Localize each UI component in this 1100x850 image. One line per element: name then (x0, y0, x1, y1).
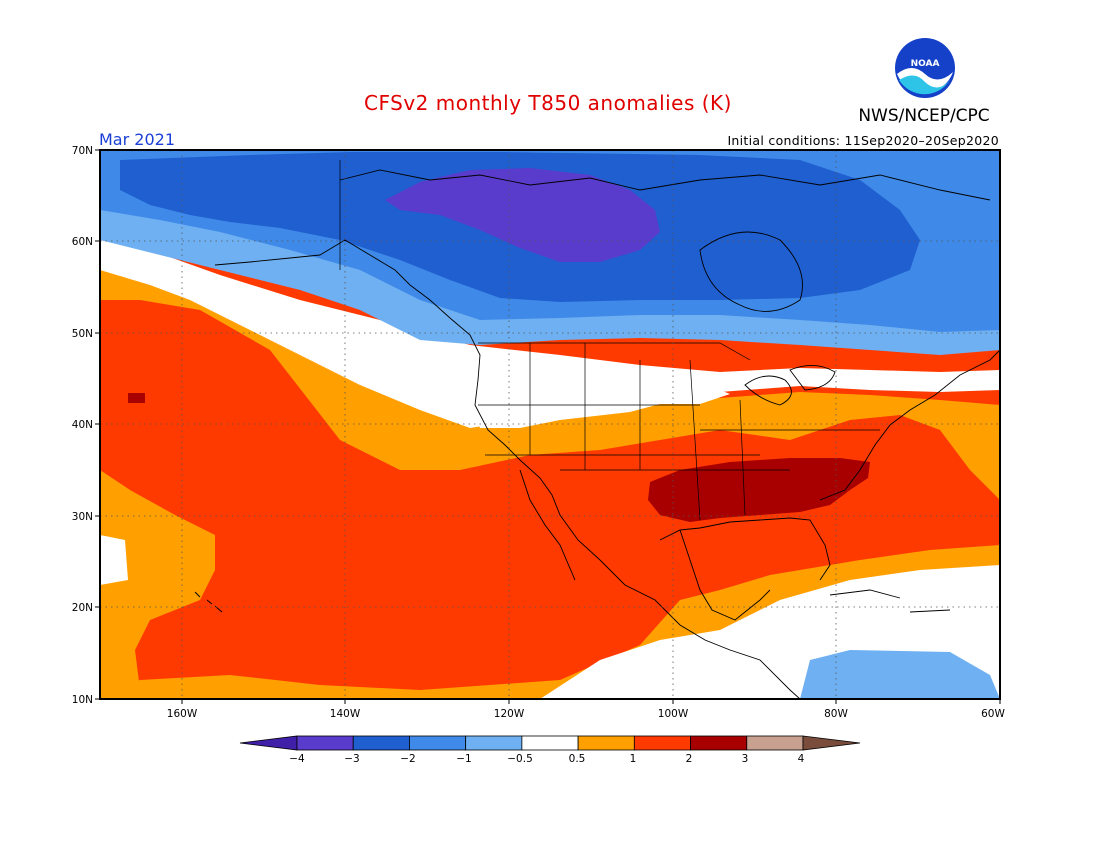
colorbar-label: 3 (742, 753, 749, 765)
colorbar-label: 4 (798, 753, 805, 765)
agency-label: NWS/NCEP/CPC (858, 106, 989, 126)
latitude-ticks (95, 149, 100, 700)
colorbar-segment (465, 735, 523, 751)
colorbar-arrow-low (239, 735, 298, 751)
colorbar-segment (690, 735, 748, 751)
lon-tick-label: 140W (330, 708, 361, 720)
noaa-logo-icon: NOAA (895, 38, 955, 98)
colorbar-label: 2 (686, 753, 693, 765)
colorbar-label: −0.5 (507, 753, 533, 765)
lat-tick-label: 50N (72, 328, 93, 340)
colorbar-segment (409, 735, 467, 751)
anomaly-neutral-zone (100, 240, 1000, 428)
lon-tick-label: 120W (494, 708, 525, 720)
initial-conditions: Initial conditions: 11Sep2020–20Sep2020 (727, 133, 999, 148)
longitude-ticks (181, 699, 1001, 704)
anomaly-field (100, 150, 1000, 699)
lon-tick-label: 80W (824, 708, 848, 720)
colorbar-segment (746, 735, 804, 751)
forecast-period: Mar 2021 (99, 130, 175, 149)
colorbar-segment (352, 735, 410, 751)
anomaly-orange-band (100, 470, 215, 699)
lat-tick-label: 60N (72, 236, 93, 248)
colorbar-segment (521, 735, 579, 751)
anomaly-neutral-zone (100, 535, 128, 585)
colorbar-label: 1 (630, 753, 637, 765)
lon-tick-label: 160W (167, 708, 198, 720)
anomaly-dark-red-core (128, 393, 145, 403)
colorbar-segment (633, 735, 691, 751)
colorbar-label: −2 (400, 753, 415, 765)
lon-tick-label: 60W (981, 708, 1005, 720)
graticule (100, 150, 1000, 699)
political-boundaries (339, 160, 880, 521)
lat-tick-label: 70N (72, 145, 93, 157)
lon-tick-label: 100W (658, 708, 689, 720)
figure-title: CFSv2 monthly T850 anomalies (K) (364, 91, 732, 115)
colorbar-label: −4 (289, 753, 305, 765)
anomaly-deep-blue-core (385, 168, 660, 262)
anomaly-orange-band (100, 250, 1000, 500)
colorbar-segment (577, 735, 635, 751)
colorbar (239, 735, 861, 751)
lat-tick-label: 10N (72, 694, 93, 706)
anomaly-light-blue-band (800, 650, 1000, 699)
colorbar-arrow-high (802, 735, 861, 751)
coastlines (194, 169, 1000, 699)
lat-tick-label: 20N (72, 602, 93, 614)
anomaly-neutral-zone (470, 372, 730, 428)
lat-tick-label: 30N (72, 511, 93, 523)
anomaly-dark-red-core (648, 458, 870, 522)
colorbar-segment (296, 735, 354, 751)
colorbar-label: −3 (344, 753, 359, 765)
colorbar-label: −1 (456, 753, 471, 765)
logo-text: NOAA (911, 59, 940, 69)
lat-tick-label: 40N (72, 419, 93, 431)
colorbar-label: 0.5 (569, 753, 586, 765)
